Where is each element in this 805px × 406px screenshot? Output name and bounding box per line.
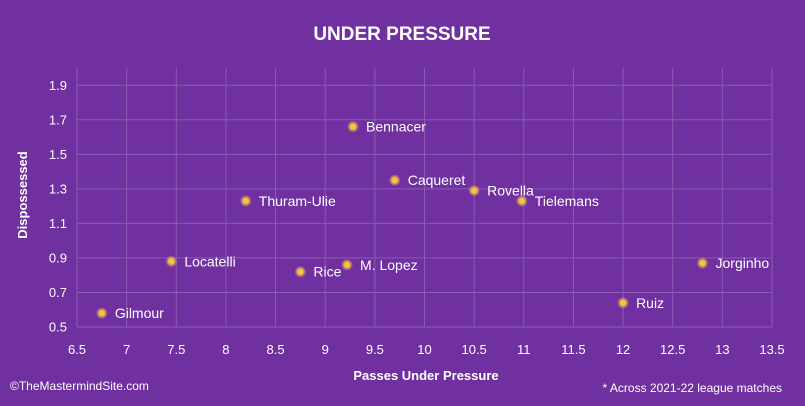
x-tick-label: 9 <box>322 342 329 357</box>
x-tick-label: 6.5 <box>68 342 86 357</box>
y-tick-labels: 0.5 0.7 0.9 1.1 1.3 1.5 1.7 1.9 <box>49 78 67 335</box>
x-tick-label: 7.5 <box>167 342 185 357</box>
point-label: M. Lopez <box>360 257 418 273</box>
point-label: Bennacer <box>366 119 426 135</box>
y-axis-title: Dispossessed <box>15 151 30 238</box>
data-point-caqueret: Caqueret <box>388 172 466 188</box>
point-label: Rovella <box>487 183 534 199</box>
data-point-rovella: Rovella <box>468 183 534 199</box>
y-tick-label: 0.9 <box>49 250 67 265</box>
point-label: Caqueret <box>408 172 466 188</box>
y-tick-label: 0.5 <box>49 320 67 335</box>
point-label: Thuram-Ulie <box>259 193 336 209</box>
footnote-text: * Across 2021-22 league matches <box>603 381 782 395</box>
point-label: Rice <box>313 264 341 280</box>
data-point-ruiz: Ruiz <box>617 295 664 311</box>
point-marker <box>350 124 356 130</box>
data-point-rice: Rice <box>294 264 342 280</box>
point-marker <box>699 260 706 266</box>
data-point-locatelli: Locatelli <box>165 253 236 269</box>
point-marker <box>344 262 350 268</box>
y-tick-label: 1.3 <box>49 181 67 196</box>
x-tick-label: 11 <box>517 342 531 357</box>
y-tick-label: 1.1 <box>49 216 67 231</box>
point-label: Gilmour <box>115 305 164 321</box>
x-tick-label: 13 <box>715 342 729 357</box>
point-marker <box>519 198 525 204</box>
data-point-gilmour: Gilmour <box>95 305 164 321</box>
x-tick-label: 12 <box>616 342 630 357</box>
x-tick-label: 8 <box>222 342 229 357</box>
data-point-thuram-ulie: Thuram-Ulie <box>239 193 336 209</box>
data-point-bennacer: Bennacer <box>347 119 426 135</box>
x-tick-labels: 6.5 7 7.5 8 8.5 9 9.5 10 10.5 11 11.5 12 12.5 13 13.5 <box>68 342 785 357</box>
data-point-jorginho: Jorginho <box>696 255 770 271</box>
point-label: Ruiz <box>636 295 664 311</box>
y-tick-label: 1.7 <box>49 112 67 127</box>
x-tick-label: 11.5 <box>561 342 585 357</box>
data-point-tielemans: Tielemans <box>515 193 599 209</box>
x-tick-label: 10.5 <box>461 342 486 357</box>
x-axis-title: Passes Under Pressure <box>353 368 498 383</box>
point-label: Jorginho <box>716 255 770 271</box>
x-tick-label: 10 <box>417 342 431 357</box>
point-marker <box>620 300 626 306</box>
y-tick-label: 1.5 <box>49 147 67 162</box>
point-label: Locatelli <box>184 253 235 269</box>
y-tick-label: 1.9 <box>49 78 67 93</box>
point-marker <box>243 198 249 204</box>
point-marker <box>471 187 477 194</box>
point-marker <box>168 258 174 264</box>
credit-text: ©TheMastermindSite.com <box>10 379 149 393</box>
point-marker <box>99 310 105 316</box>
y-tick-label: 0.7 <box>49 285 67 300</box>
x-tick-label: 9.5 <box>366 342 384 357</box>
chart-title: UNDER PRESSURE <box>313 24 490 45</box>
x-tick-label: 13.5 <box>759 342 784 357</box>
x-tick-label: 7 <box>123 342 130 357</box>
point-marker <box>392 177 398 183</box>
data-point-m-lopez: M. Lopez <box>341 257 418 273</box>
x-tick-label: 12.5 <box>660 342 685 357</box>
point-label: Tielemans <box>535 193 599 209</box>
grid-lines <box>76 68 773 328</box>
x-tick-label: 8.5 <box>267 342 285 357</box>
point-marker <box>297 269 303 275</box>
